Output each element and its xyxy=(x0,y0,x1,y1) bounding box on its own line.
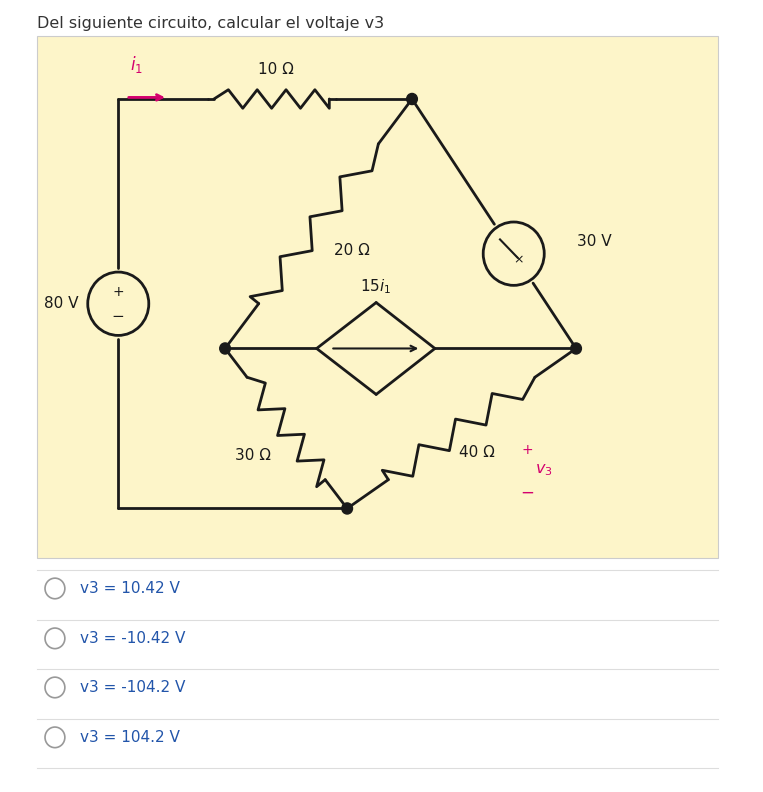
Circle shape xyxy=(45,578,65,599)
Text: v3 = 104.2 V: v3 = 104.2 V xyxy=(80,730,180,744)
Text: ×: × xyxy=(513,253,523,267)
Text: $i_1$: $i_1$ xyxy=(130,54,143,75)
Text: −: − xyxy=(520,483,534,501)
Circle shape xyxy=(45,677,65,698)
Text: v3 = -10.42 V: v3 = -10.42 V xyxy=(80,631,185,645)
Text: +: + xyxy=(521,444,533,457)
Circle shape xyxy=(342,503,353,514)
Text: 80 V: 80 V xyxy=(43,296,79,311)
Text: 30 Ω: 30 Ω xyxy=(235,448,271,463)
Text: $v_3$: $v_3$ xyxy=(535,463,552,478)
Text: Del siguiente circuito, calcular el voltaje v3: Del siguiente circuito, calcular el volt… xyxy=(37,17,384,31)
Text: 30 V: 30 V xyxy=(577,234,611,249)
Circle shape xyxy=(483,222,544,285)
Text: 10 Ω: 10 Ω xyxy=(257,62,294,77)
Text: $15i_1$: $15i_1$ xyxy=(360,277,391,296)
Text: 20 Ω: 20 Ω xyxy=(333,243,369,258)
Text: −: − xyxy=(112,309,124,324)
Circle shape xyxy=(45,727,65,748)
Text: +: + xyxy=(112,285,124,299)
FancyBboxPatch shape xyxy=(37,36,718,558)
Circle shape xyxy=(220,343,230,354)
Circle shape xyxy=(45,628,65,649)
Circle shape xyxy=(571,343,581,354)
Circle shape xyxy=(407,93,417,105)
Text: 40 Ω: 40 Ω xyxy=(459,445,495,460)
Circle shape xyxy=(88,272,149,336)
Text: v3 = 10.42 V: v3 = 10.42 V xyxy=(80,581,180,596)
Text: v3 = -104.2 V: v3 = -104.2 V xyxy=(80,680,185,695)
